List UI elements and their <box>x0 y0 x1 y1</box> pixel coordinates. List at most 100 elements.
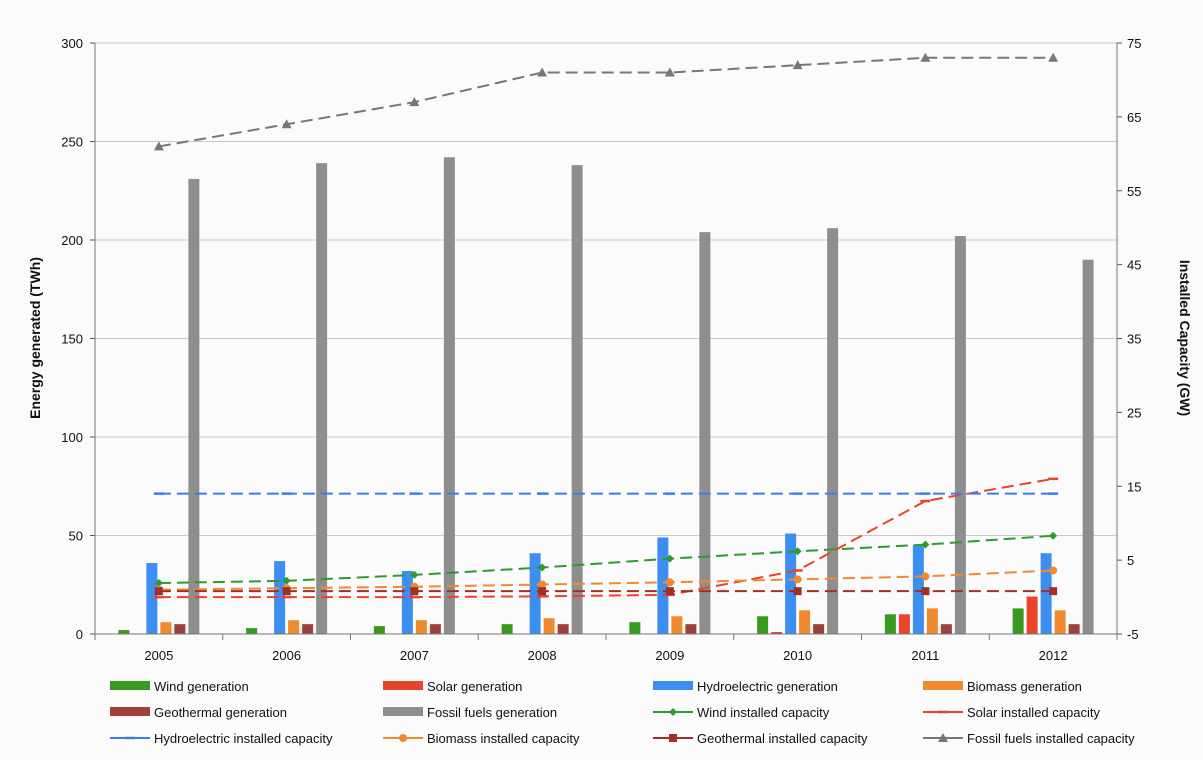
point <box>793 587 802 596</box>
y2-tick-label: 75 <box>1127 36 1141 51</box>
y2-tick-label: 55 <box>1127 184 1141 199</box>
legend-label: Solar generation <box>427 679 522 694</box>
y-tick-label: 0 <box>76 627 83 642</box>
bar <box>1040 553 1052 634</box>
legend-label: Fossil fuels installed capacity <box>967 731 1135 746</box>
bar <box>302 624 314 634</box>
line-marks <box>153 52 1059 599</box>
bar <box>813 624 825 634</box>
bar <box>543 618 555 634</box>
legend-swatch <box>923 681 963 690</box>
bar <box>799 610 811 634</box>
point <box>410 570 419 579</box>
point <box>282 587 291 596</box>
x-tick-label: 2005 <box>144 648 173 663</box>
axes: 0 50 100 150 200 250 300 -5 5 15 25 35 45 55 65 75 2005 2… <box>61 36 1141 663</box>
point <box>282 576 291 585</box>
point <box>410 587 419 596</box>
bar <box>146 563 158 634</box>
bar <box>1082 259 1094 634</box>
point <box>920 52 931 62</box>
legend-label: Geothermal generation <box>154 705 287 720</box>
point <box>153 141 164 151</box>
bar <box>501 624 513 634</box>
bar <box>926 608 938 634</box>
legend-label: Wind generation <box>154 679 249 694</box>
bar <box>1068 624 1080 634</box>
series-line <box>158 569 1054 591</box>
point <box>281 119 292 129</box>
bar <box>884 614 896 634</box>
point <box>154 587 163 596</box>
y-tick-label: 200 <box>61 233 83 248</box>
y-tick-label: 100 <box>61 430 83 445</box>
point <box>1049 531 1058 540</box>
x-tick-label: 2012 <box>1039 648 1068 663</box>
legend-label: Fossil fuels generation <box>427 705 557 720</box>
x-tick-label: 2008 <box>528 648 557 663</box>
y-tick-label: 250 <box>61 135 83 150</box>
bar <box>1054 610 1066 634</box>
point <box>538 587 547 596</box>
bar <box>443 157 455 634</box>
bar <box>657 537 669 634</box>
bar <box>671 616 683 634</box>
y-tick-label: 300 <box>61 36 83 51</box>
legend-label: Wind installed capacity <box>697 705 830 720</box>
bar <box>757 616 769 634</box>
y-axis-title: Energy generated (TWh) <box>27 257 43 419</box>
legend-swatch <box>653 681 693 690</box>
point <box>665 578 674 587</box>
bar <box>827 228 839 634</box>
bar <box>685 624 697 634</box>
bar <box>274 561 286 634</box>
point <box>938 733 948 742</box>
point <box>921 587 930 596</box>
legend-label: Hydroelectric installed capacity <box>154 731 333 746</box>
point <box>921 540 930 549</box>
bar <box>940 624 952 634</box>
point <box>154 579 163 588</box>
x-tick-label: 2009 <box>655 648 684 663</box>
point <box>921 572 930 581</box>
bar-marks <box>118 157 1094 635</box>
bar <box>174 624 186 634</box>
y2-tick-label: 25 <box>1127 405 1141 420</box>
point <box>665 554 674 563</box>
point <box>538 580 547 589</box>
bar <box>288 620 300 634</box>
y2-tick-label: 65 <box>1127 110 1141 125</box>
bar <box>771 632 783 634</box>
point <box>1049 566 1058 575</box>
legend-swatch <box>110 707 150 716</box>
legend-label: Geothermal installed capacity <box>697 731 868 746</box>
point <box>793 575 802 584</box>
legend-swatch <box>110 681 150 690</box>
secondary-y-axis-title: Installed Capacity (GW) <box>1177 260 1193 416</box>
bar <box>912 545 924 634</box>
bar <box>529 553 541 634</box>
point <box>538 563 547 572</box>
legend-label: Hydroelectric generation <box>697 679 838 694</box>
point <box>665 587 674 596</box>
y2-tick-label: 45 <box>1127 258 1141 273</box>
x-tick-label: 2010 <box>783 648 812 663</box>
bar <box>118 630 130 634</box>
bar <box>401 570 413 634</box>
legend-label: Biomass installed capacity <box>427 731 580 746</box>
bar <box>785 533 797 634</box>
bar <box>1012 608 1024 634</box>
bar <box>316 163 328 635</box>
series-line <box>158 534 1054 585</box>
bar <box>246 628 258 634</box>
bar <box>898 614 910 634</box>
legend: Wind generation Solar generation Hydroelec… <box>110 679 1135 746</box>
point <box>669 734 677 742</box>
y2-tick-label: 5 <box>1127 553 1134 568</box>
bar <box>188 178 200 634</box>
point <box>1049 587 1058 596</box>
bar <box>373 626 385 634</box>
bar <box>557 624 569 634</box>
